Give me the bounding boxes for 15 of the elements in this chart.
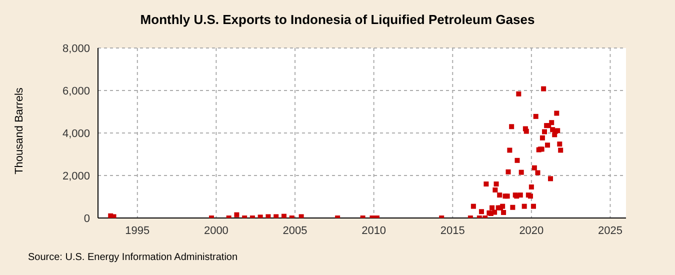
y-tick-label: 2,000 xyxy=(62,170,90,182)
x-tick-label: 2020 xyxy=(519,224,544,237)
chart-title: Monthly U.S. Exports to Indonesia of Liquified Petroleum Gases xyxy=(139,12,536,27)
x-tick-label: 2010 xyxy=(362,224,386,237)
x-tick-label: 2015 xyxy=(440,224,465,237)
source-note: Source: U.S. Energy Information Administration xyxy=(28,252,238,263)
y-tick-label: 0 xyxy=(84,212,90,225)
x-tick-label: 2025 xyxy=(598,224,622,237)
x-tick-label: 2000 xyxy=(204,224,228,237)
y-tick-label: 4,000 xyxy=(62,128,90,140)
x-tick-label: 2005 xyxy=(282,224,308,237)
x-tick-label: 1995 xyxy=(125,224,150,237)
y-axis-title: Thousand Barrels xyxy=(13,88,26,174)
y-tick-label: 6,000 xyxy=(62,85,90,98)
y-tick-label: 8,000 xyxy=(62,42,90,55)
